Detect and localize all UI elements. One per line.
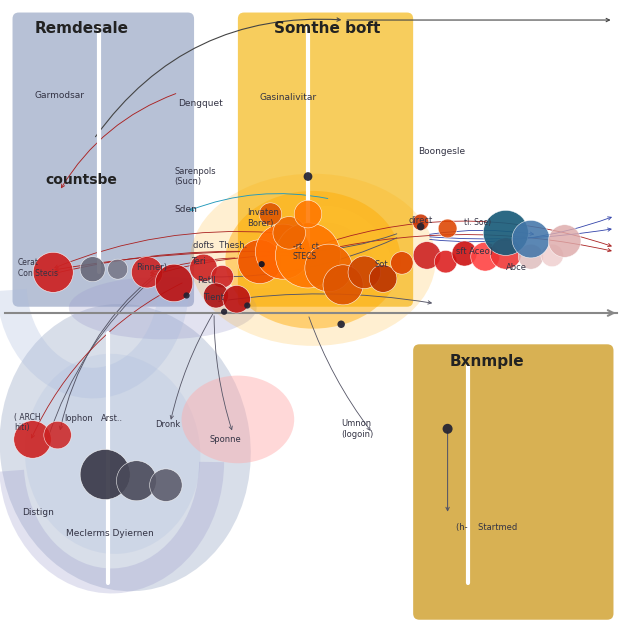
Text: dofts  Thesh.: dofts Thesh. bbox=[193, 241, 247, 250]
Text: Dronk: Dronk bbox=[155, 420, 180, 429]
Text: Bxnmple: Bxnmple bbox=[449, 354, 524, 369]
Circle shape bbox=[259, 261, 265, 267]
Ellipse shape bbox=[182, 376, 294, 463]
Text: Rinner): Rinner) bbox=[136, 264, 168, 272]
Text: Cerat
Con Stecis: Cerat Con Stecis bbox=[18, 259, 58, 277]
Circle shape bbox=[131, 257, 163, 288]
Circle shape bbox=[369, 265, 397, 292]
Circle shape bbox=[33, 252, 73, 292]
Ellipse shape bbox=[25, 354, 200, 554]
Circle shape bbox=[259, 203, 282, 225]
Circle shape bbox=[255, 224, 310, 279]
Circle shape bbox=[221, 309, 227, 315]
Circle shape bbox=[541, 244, 563, 267]
Circle shape bbox=[190, 254, 217, 282]
Circle shape bbox=[391, 252, 413, 274]
Ellipse shape bbox=[69, 277, 257, 339]
Text: Sden: Sden bbox=[174, 205, 197, 214]
Text: Meclerms Dyiernen: Meclerms Dyiernen bbox=[66, 529, 153, 538]
Circle shape bbox=[483, 210, 528, 255]
Circle shape bbox=[14, 421, 51, 458]
Circle shape bbox=[348, 256, 381, 289]
Text: Distign: Distign bbox=[22, 508, 54, 516]
Circle shape bbox=[150, 469, 182, 501]
Circle shape bbox=[108, 259, 128, 279]
Text: Teri: Teri bbox=[191, 257, 206, 266]
Text: Umnon
(logoin): Umnon (logoin) bbox=[341, 419, 374, 438]
FancyBboxPatch shape bbox=[413, 344, 613, 620]
Circle shape bbox=[294, 200, 322, 228]
Text: lophon: lophon bbox=[64, 414, 93, 423]
Circle shape bbox=[417, 223, 424, 230]
Circle shape bbox=[413, 242, 441, 269]
Circle shape bbox=[548, 225, 581, 257]
Circle shape bbox=[275, 223, 341, 288]
Text: tl. Soe): tl. Soe) bbox=[464, 218, 491, 227]
Circle shape bbox=[44, 421, 71, 449]
Text: Retll: Retll bbox=[197, 276, 216, 285]
Text: (h-    Startmed: (h- Startmed bbox=[456, 523, 517, 531]
Circle shape bbox=[323, 265, 363, 305]
Circle shape bbox=[80, 257, 105, 282]
Ellipse shape bbox=[0, 304, 251, 591]
Circle shape bbox=[304, 172, 312, 181]
Text: Sot: Sot bbox=[374, 260, 388, 269]
Circle shape bbox=[155, 264, 193, 302]
Text: ( ARCH
hiti): ( ARCH hiti) bbox=[14, 413, 41, 432]
Text: Abce: Abce bbox=[506, 264, 527, 272]
Text: Sarenpols
(Sucn): Sarenpols (Sucn) bbox=[174, 167, 215, 186]
Text: Invaten
Borer): Invaten Borer) bbox=[247, 208, 279, 227]
Ellipse shape bbox=[225, 191, 401, 329]
Text: Gasinalivitar: Gasinalivitar bbox=[260, 93, 317, 101]
Circle shape bbox=[183, 292, 190, 299]
Text: Dengquet: Dengquet bbox=[178, 99, 223, 108]
Text: countsbe: countsbe bbox=[45, 173, 117, 187]
Text: Garmodsar: Garmodsar bbox=[34, 91, 85, 100]
Circle shape bbox=[305, 244, 352, 292]
FancyBboxPatch shape bbox=[13, 13, 194, 307]
Circle shape bbox=[443, 424, 453, 434]
Circle shape bbox=[238, 240, 282, 284]
Text: Arst..: Arst.. bbox=[101, 414, 123, 423]
Circle shape bbox=[490, 238, 521, 269]
Circle shape bbox=[438, 219, 457, 238]
Circle shape bbox=[80, 449, 130, 500]
Circle shape bbox=[244, 302, 250, 309]
FancyBboxPatch shape bbox=[238, 13, 413, 307]
Circle shape bbox=[223, 285, 250, 313]
Circle shape bbox=[452, 241, 477, 266]
Circle shape bbox=[518, 244, 543, 269]
Text: Boongesle: Boongesle bbox=[418, 147, 465, 156]
Circle shape bbox=[211, 265, 233, 288]
Text: Tient: Tient bbox=[203, 293, 225, 302]
Ellipse shape bbox=[190, 174, 436, 346]
Text: Somthe boft: Somthe boft bbox=[274, 21, 381, 36]
Circle shape bbox=[471, 242, 500, 271]
Circle shape bbox=[203, 283, 228, 308]
Circle shape bbox=[273, 217, 305, 249]
Text: Sponne: Sponne bbox=[210, 435, 242, 444]
Circle shape bbox=[116, 461, 156, 501]
Circle shape bbox=[512, 220, 550, 258]
Circle shape bbox=[434, 250, 457, 273]
Circle shape bbox=[413, 214, 429, 230]
Text: -rt.   ct
STECS: -rt. ct STECS bbox=[293, 242, 319, 261]
Circle shape bbox=[337, 321, 345, 328]
Text: sft Aceo): sft Aceo) bbox=[456, 247, 493, 256]
Text: Remdesale: Remdesale bbox=[34, 21, 128, 36]
Text: direct: direct bbox=[408, 216, 433, 225]
